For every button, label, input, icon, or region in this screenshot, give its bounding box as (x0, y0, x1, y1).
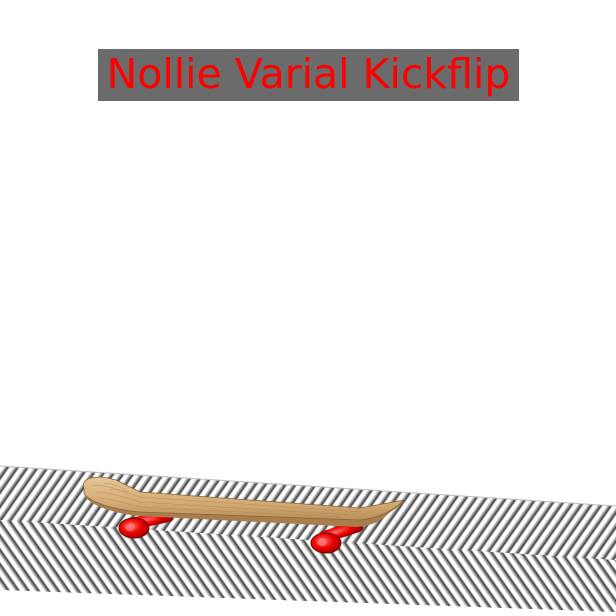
skateboard (83, 476, 406, 554)
front-wheels (310, 520, 364, 554)
trick-name-banner: Nollie Varial Kickflip (98, 49, 519, 101)
deck-grain (91, 483, 361, 518)
ground-edge-line (0, 465, 616, 507)
